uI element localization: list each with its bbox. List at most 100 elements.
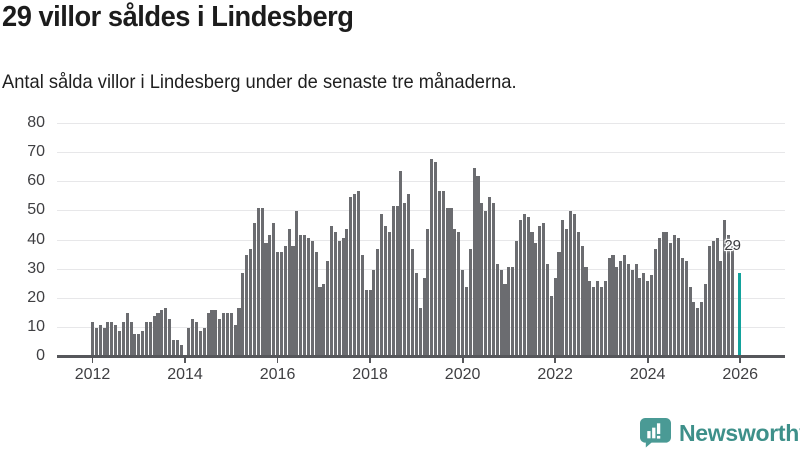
bar bbox=[599, 287, 603, 357]
bar bbox=[98, 324, 102, 357]
bar bbox=[684, 260, 688, 357]
bar bbox=[715, 237, 719, 357]
x-axis-line bbox=[57, 355, 785, 358]
bar bbox=[210, 310, 214, 357]
bar bbox=[426, 228, 430, 357]
bar bbox=[642, 272, 646, 357]
gridline bbox=[57, 210, 785, 212]
bar bbox=[233, 324, 237, 357]
bar bbox=[129, 322, 133, 357]
bar bbox=[464, 287, 468, 357]
highlight-bar bbox=[737, 272, 741, 357]
gridline bbox=[57, 181, 785, 183]
bar bbox=[491, 202, 495, 357]
x-axis-tick-label: 2024 bbox=[629, 366, 666, 383]
bar bbox=[576, 231, 580, 357]
x-axis-tick bbox=[184, 357, 186, 363]
bar bbox=[364, 290, 368, 357]
bar bbox=[302, 234, 307, 357]
bar bbox=[561, 220, 565, 357]
x-axis-tick-label: 2018 bbox=[352, 366, 388, 383]
bar bbox=[611, 255, 615, 357]
chart-subtitle: Antal sålda villor i Lindesberg under de… bbox=[2, 71, 517, 93]
bar bbox=[256, 208, 260, 357]
bar bbox=[349, 196, 353, 357]
bar bbox=[144, 322, 149, 357]
bar bbox=[430, 158, 434, 357]
bar bbox=[669, 243, 673, 357]
bar bbox=[306, 237, 310, 357]
bar bbox=[665, 231, 669, 357]
bar bbox=[110, 322, 114, 357]
bar bbox=[179, 345, 183, 357]
bar bbox=[422, 278, 426, 357]
bar bbox=[545, 263, 549, 357]
bar bbox=[191, 319, 195, 357]
bar bbox=[530, 231, 534, 357]
bar bbox=[341, 237, 345, 357]
x-axis-tick bbox=[646, 357, 649, 363]
bar bbox=[730, 246, 735, 357]
newsworthy-wordmark: Newsworthy bbox=[679, 419, 800, 446]
bar bbox=[171, 339, 175, 357]
bar bbox=[603, 281, 607, 357]
bar bbox=[345, 228, 349, 357]
bar bbox=[222, 313, 226, 357]
bar bbox=[114, 324, 118, 357]
bar bbox=[229, 313, 233, 357]
bar bbox=[90, 322, 95, 357]
bar bbox=[680, 257, 684, 357]
bar bbox=[676, 237, 681, 357]
gridline bbox=[57, 152, 785, 154]
x-axis-tick-label: 2012 bbox=[74, 366, 111, 383]
bar bbox=[106, 322, 110, 357]
bar bbox=[615, 266, 619, 357]
bar-chart-plot-area: 29 bbox=[57, 123, 785, 357]
bar bbox=[461, 269, 465, 357]
bar bbox=[484, 211, 488, 357]
bar bbox=[214, 310, 218, 357]
newsworthy-logo-icon bbox=[640, 417, 671, 448]
bar bbox=[410, 249, 415, 357]
bar bbox=[360, 255, 364, 357]
last-value-label: 29 bbox=[724, 236, 742, 254]
bar bbox=[592, 287, 596, 357]
gridline bbox=[57, 239, 785, 241]
y-axis-tick-label: 30 bbox=[27, 259, 45, 277]
bar bbox=[657, 237, 661, 357]
bar bbox=[719, 260, 723, 357]
bar bbox=[202, 327, 206, 357]
bar bbox=[310, 240, 314, 357]
bar bbox=[453, 228, 457, 357]
bar bbox=[549, 295, 553, 357]
bar bbox=[376, 249, 380, 357]
bar bbox=[414, 272, 418, 357]
gridline bbox=[57, 123, 785, 124]
bar bbox=[314, 252, 318, 357]
bar bbox=[187, 327, 191, 357]
bar bbox=[445, 208, 449, 357]
bar bbox=[727, 234, 731, 357]
bar bbox=[291, 246, 295, 357]
x-axis-tick-label: 2014 bbox=[167, 366, 203, 383]
y-axis-tick-label: 10 bbox=[27, 317, 45, 335]
bar bbox=[391, 205, 395, 357]
bar bbox=[318, 287, 322, 357]
bar bbox=[168, 319, 172, 357]
bar bbox=[117, 330, 122, 357]
bar bbox=[711, 240, 715, 357]
bar bbox=[260, 208, 264, 357]
x-axis-tick-label: 2016 bbox=[259, 366, 296, 383]
bar bbox=[403, 202, 407, 357]
bar bbox=[646, 281, 650, 357]
bar bbox=[584, 266, 588, 357]
bar bbox=[125, 313, 129, 357]
bar bbox=[488, 196, 492, 357]
x-axis-tick bbox=[276, 357, 279, 363]
bar bbox=[245, 255, 249, 357]
x-axis-tick bbox=[91, 357, 94, 363]
bar bbox=[572, 214, 576, 357]
bar bbox=[649, 275, 654, 357]
bar bbox=[295, 211, 299, 357]
bar bbox=[152, 316, 156, 357]
